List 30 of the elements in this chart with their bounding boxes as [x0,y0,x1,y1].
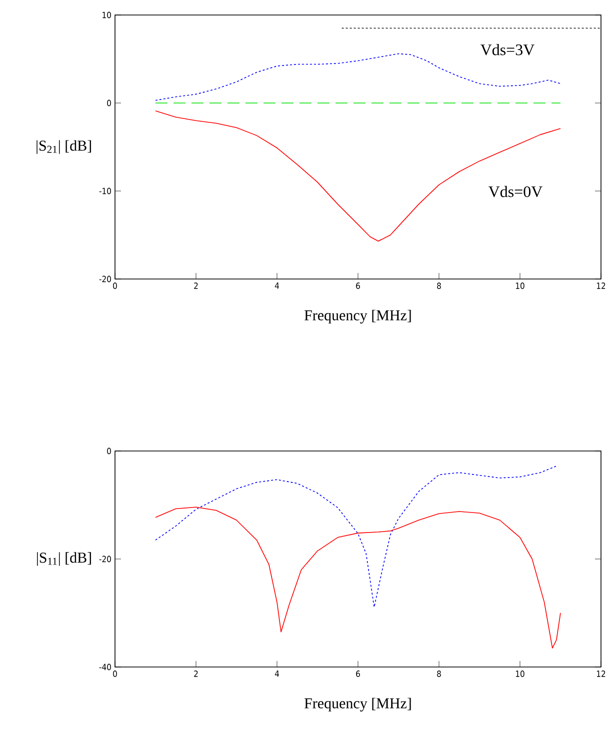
x-tick-label: 4 [274,282,279,289]
x-tick-label: 8 [437,670,441,677]
y-tick-label: -40 [99,664,111,670]
x-tick-label: 0 [113,282,117,289]
y-tick-label: -20 [99,276,111,282]
y-tick-label: 0 [107,448,111,454]
x-tick-label: 2 [194,670,198,677]
x-tick-label: 6 [356,670,360,677]
y-tick-label: 10 [102,12,111,18]
y-axis-title: |S$_{11}$| [dB] [37,552,91,566]
line-series [155,110,561,242]
y-tick-label: 0 [107,100,111,106]
x-tick-label: 12 [596,282,606,289]
y-axis-title: |S$_{21}$| [dB] [36,140,91,154]
x-tick-label: 2 [194,282,198,289]
line-series [155,506,561,648]
y-tick-label: -20 [99,556,111,562]
line-series [155,466,557,608]
x-tick-label: 10 [516,282,524,289]
x-tick-label: 10 [516,670,524,677]
x-tick-label: 4 [274,670,279,677]
x-axis-title: Frequency [MHz] [304,310,411,324]
x-tick-label: 8 [437,282,441,289]
x-axis-title: Frequency [MHz] [304,698,411,712]
x-tick-label: 6 [356,282,360,289]
x-tick-label: 12 [596,670,606,677]
x-tick-label: 0 [113,670,117,677]
series-label: Vds=3V [480,44,534,56]
y-tick-label: -10 [99,188,111,194]
series-label: Vds=0V [488,186,542,198]
